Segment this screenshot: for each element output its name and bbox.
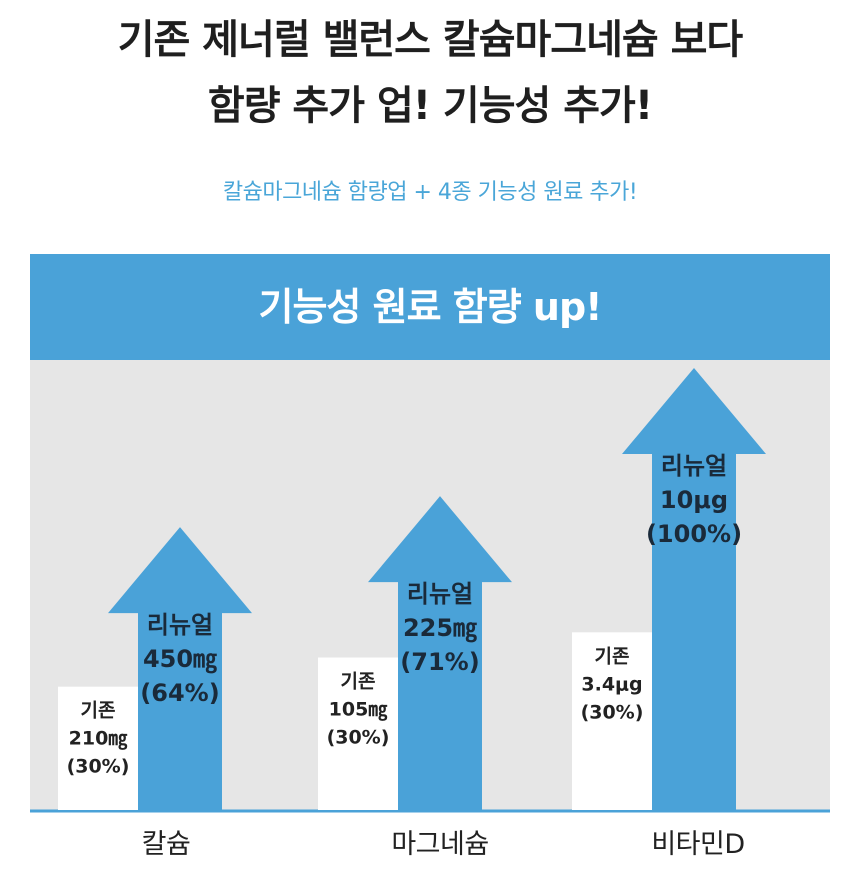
category-label-calcium: 칼슘 [141,829,191,860]
label-renewal-percent-magnesium: (71%) [400,648,479,676]
bar-existing-calcium [58,686,138,810]
label-existing-amount-magnesium: 105㎎ [329,699,388,722]
subheadline: 칼슘마그네슘 함량업 + 4종 기능성 원료 추가! [222,180,638,205]
label-renewal-percent-calcium: (64%) [140,679,219,707]
label-renewal-percent-vitamin-d: (100%) [646,520,742,548]
bar-renewal-magnesium [368,496,512,810]
headline-line-1: 기존 제너럴 밸런스 칼슘마그네슘 보다 [117,17,744,63]
headline-line-2: 함량 추가 업! 기능성 추가! [207,83,653,129]
bar-renewal-vitamin-d [622,368,766,810]
label-existing-amount-vitamin-d: 3.4μg [581,673,642,695]
label-existing-percent-vitamin-d: (30%) [581,701,644,723]
label-existing-name-calcium: 기존 [81,700,116,722]
label-renewal-name-vitamin-d: 리뉴얼 [661,452,727,480]
label-renewal-name-magnesium: 리뉴얼 [407,580,473,608]
label-existing-name-magnesium: 기존 [341,671,376,693]
bar-existing-vitamin-d [572,632,652,810]
label-existing-percent-magnesium: (30%) [327,727,390,749]
category-label-vitamin-d: 비타민D [651,829,745,860]
label-existing-amount-calcium: 210㎎ [69,728,128,751]
label-renewal-amount-vitamin-d: 10μg [660,486,728,514]
label-existing-name-vitamin-d: 기존 [595,645,630,667]
category-label-magnesium: 마그네슘 [391,829,489,860]
bar-existing-magnesium [318,657,398,810]
label-renewal-amount-magnesium: 225㎎ [403,614,477,643]
bar-renewal-calcium [108,527,252,810]
label-existing-percent-calcium: (30%) [67,756,130,778]
label-renewal-name-calcium: 리뉴얼 [147,611,213,639]
chart-title-banner: 기능성 원료 함량 up! [30,254,830,360]
label-renewal-amount-calcium: 450㎎ [143,645,217,674]
